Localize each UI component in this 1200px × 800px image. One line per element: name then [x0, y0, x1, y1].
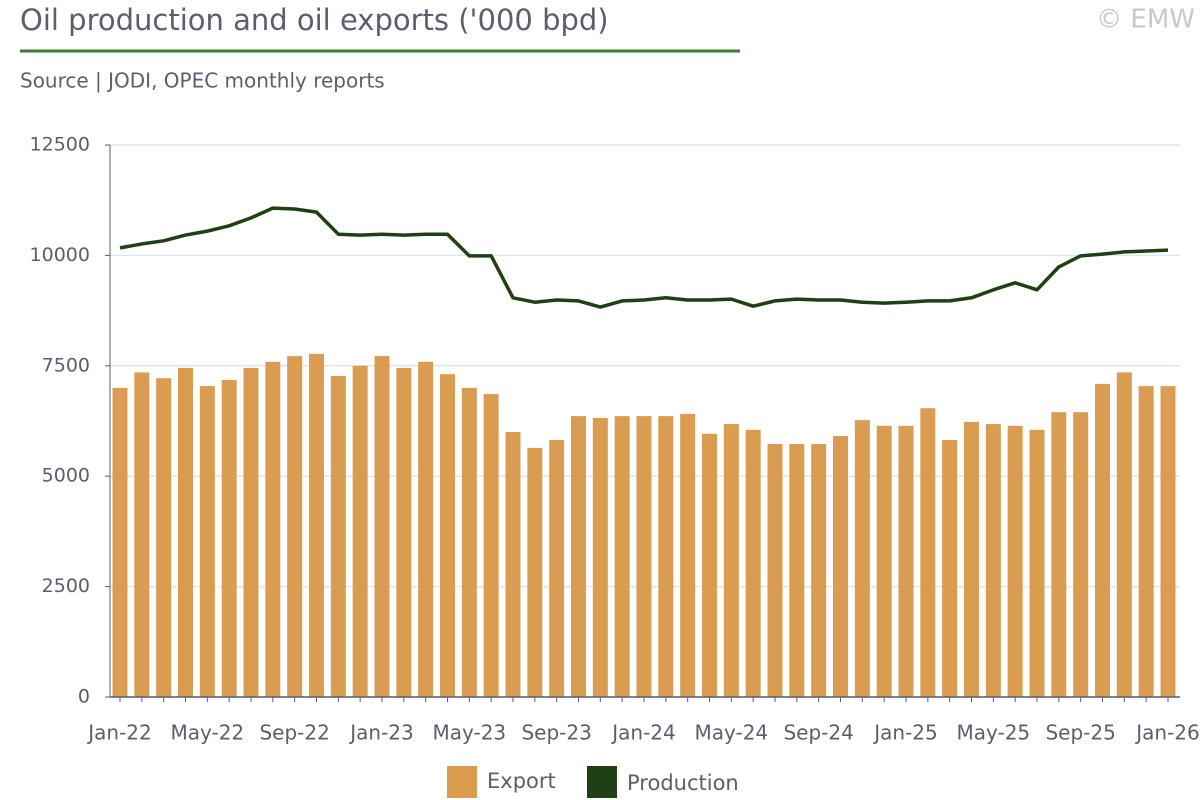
- bar: [920, 408, 936, 697]
- bar: [942, 439, 958, 697]
- line: [119, 206, 1169, 309]
- y-tick-label: 0: [78, 686, 90, 708]
- bar: [614, 416, 630, 697]
- bar: [854, 420, 870, 697]
- bar: [723, 424, 739, 697]
- bar: [592, 417, 608, 697]
- y-tick-label: 2500: [42, 575, 90, 597]
- y-tick-label: 5000: [42, 465, 90, 487]
- bar: [1051, 412, 1067, 697]
- x-tick-label: Sep-23: [521, 721, 591, 745]
- x-tick-label: May-22: [170, 721, 244, 745]
- x-tick-label: Sep-22: [259, 721, 329, 745]
- bar: [833, 436, 848, 697]
- x-tick-label: Jan-26: [1134, 721, 1200, 745]
- bar: [527, 447, 543, 697]
- bar: [440, 374, 455, 697]
- legend-swatch: [587, 766, 617, 798]
- bar: [1160, 386, 1176, 697]
- bar: [1073, 412, 1089, 697]
- bar: [461, 387, 477, 697]
- bar: [898, 425, 914, 697]
- bar: [549, 439, 565, 697]
- x-tick-label: May-23: [432, 721, 506, 745]
- x-tick-label: Sep-24: [783, 721, 853, 745]
- bar: [636, 416, 652, 697]
- x-tick-label: Jan-22: [86, 721, 152, 745]
- legend-swatch: [447, 766, 477, 798]
- bar: [396, 368, 412, 697]
- bar: [1138, 386, 1154, 697]
- bar: [1116, 372, 1132, 697]
- x-tick-label: May-25: [956, 721, 1030, 745]
- bar: [680, 413, 696, 697]
- x-tick-label: May-24: [694, 721, 768, 745]
- bar: [265, 361, 281, 697]
- x-tick-label: Jan-25: [872, 721, 938, 745]
- bar: [745, 429, 761, 697]
- bar: [985, 424, 1001, 697]
- bar: [134, 372, 150, 697]
- watermark: © EMW: [1096, 5, 1195, 35]
- bar: [374, 356, 390, 697]
- bar: [1007, 425, 1023, 697]
- bar: [483, 394, 499, 697]
- x-tick-label: Sep-25: [1045, 721, 1115, 745]
- y-tick-label: 10000: [30, 244, 90, 266]
- bar: [1095, 383, 1110, 697]
- y-tick-label: 7500: [42, 354, 90, 376]
- x-tick-label: Jan-24: [610, 721, 676, 745]
- legend-label: Production: [627, 771, 739, 795]
- bar: [505, 432, 521, 697]
- bar: [352, 365, 368, 697]
- bar: [243, 368, 259, 697]
- bar: [178, 368, 193, 697]
- bar: [767, 443, 783, 697]
- bar: [330, 375, 346, 697]
- bar: [571, 416, 586, 697]
- bar: [199, 386, 215, 697]
- y-tick-label: 12500: [30, 134, 90, 156]
- legend-label: Export: [487, 769, 556, 793]
- bar: [811, 443, 827, 697]
- bar: [418, 361, 434, 697]
- bar: [658, 416, 674, 697]
- bar: [702, 433, 717, 697]
- bar: [964, 421, 979, 697]
- bar: [1029, 429, 1045, 697]
- bar: [309, 353, 324, 697]
- bar: [112, 387, 128, 697]
- chart-subtitle: Source | JODI, OPEC monthly reports: [20, 69, 385, 93]
- bar: [287, 356, 303, 697]
- bar: [156, 378, 172, 697]
- bar: [221, 379, 237, 697]
- x-tick-label: Jan-23: [348, 721, 414, 745]
- bar: [876, 425, 892, 697]
- bar: [789, 443, 805, 697]
- chart-title: Oil production and oil exports ('000 bpd…: [20, 3, 609, 37]
